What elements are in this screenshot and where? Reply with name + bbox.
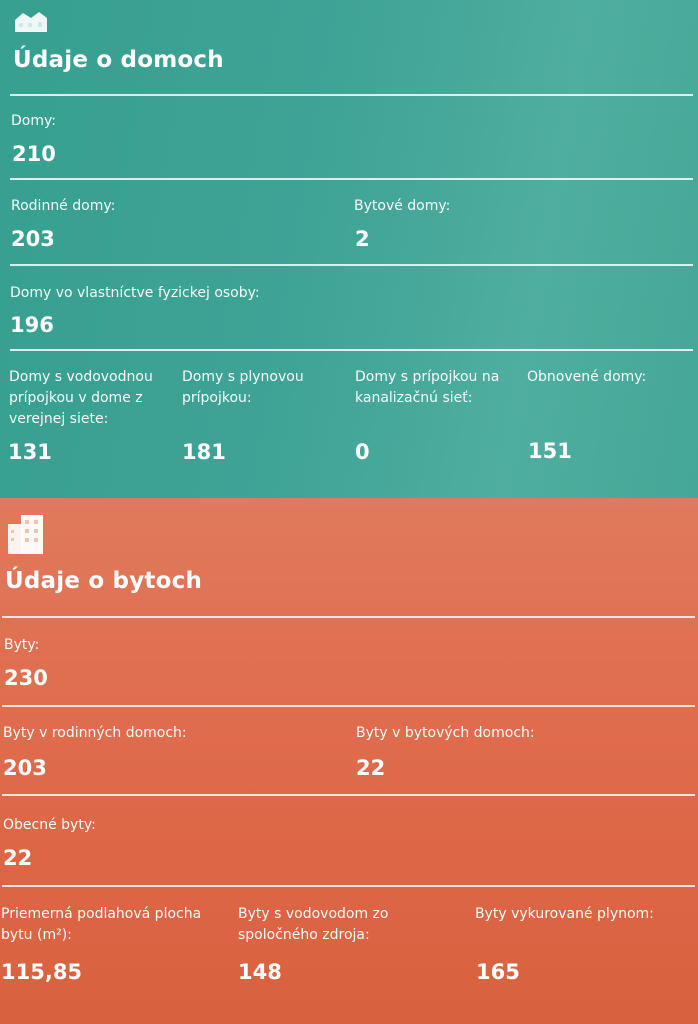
water-connection-value: 131 bbox=[8, 440, 52, 464]
family-houses-label: Rodinné domy: bbox=[11, 198, 116, 214]
flats-apartment-buildings-label: Byty v bytových domoch: bbox=[356, 725, 535, 741]
divider bbox=[10, 178, 693, 180]
water-shared-label: Byty s vodovodom zo spoločného zdroja: bbox=[238, 906, 389, 943]
apartment-building-icon bbox=[8, 515, 43, 554]
gas-heated-label: Byty vykurované plynom: bbox=[475, 906, 654, 922]
sewer-connection-value: 0 bbox=[355, 440, 370, 464]
gas-heated-value: 165 bbox=[476, 960, 520, 984]
renovated-houses-label: Obnovené domy: bbox=[527, 369, 647, 385]
house-icon bbox=[15, 12, 47, 32]
divider bbox=[2, 705, 695, 707]
water-shared-value: 148 bbox=[238, 960, 282, 984]
apartment-buildings-label: Bytové domy: bbox=[354, 198, 451, 214]
family-houses-value: 203 bbox=[11, 227, 55, 251]
flats-section: Údaje o bytoch Byty: 230 Byty v rodinnýc… bbox=[0, 498, 698, 1024]
divider bbox=[2, 794, 695, 796]
municipal-flats-value: 22 bbox=[3, 846, 33, 870]
divider bbox=[10, 349, 693, 351]
gas-connection-label: Domy s plynovou prípojkou: bbox=[182, 369, 304, 406]
houses-total-value: 210 bbox=[12, 142, 56, 166]
apartment-buildings-value: 2 bbox=[355, 227, 370, 251]
divider bbox=[2, 616, 695, 618]
divider bbox=[10, 264, 693, 266]
flats-family-houses-label: Byty v rodinných domoch: bbox=[3, 725, 187, 741]
water-connection-label: Domy s vodovodnou prípojkou v dome z ver… bbox=[9, 369, 153, 427]
private-owned-value: 196 bbox=[10, 313, 54, 337]
avg-floor-area-label: Priemerná podlahová plocha bytu (m²): bbox=[1, 906, 202, 943]
private-owned-label: Domy vo vlastníctve fyzickej osoby: bbox=[10, 285, 260, 301]
houses-section: Údaje o domoch Domy: 210 Rodinné domy: 2… bbox=[0, 0, 698, 498]
flats-total-value: 230 bbox=[4, 666, 48, 690]
renovated-houses-value: 151 bbox=[528, 439, 572, 463]
section-title: Údaje o domoch bbox=[13, 47, 224, 73]
flats-family-houses-value: 203 bbox=[3, 756, 47, 780]
avg-floor-area-value: 115,85 bbox=[1, 960, 83, 984]
sewer-connection-label: Domy s prípojkou na kanalizačnú sieť: bbox=[355, 369, 500, 406]
flats-apartment-buildings-value: 22 bbox=[356, 756, 386, 780]
divider bbox=[2, 885, 695, 887]
flats-total-label: Byty: bbox=[4, 637, 40, 653]
gas-connection-value: 181 bbox=[182, 440, 226, 464]
section-title: Údaje o bytoch bbox=[5, 568, 203, 594]
municipal-flats-label: Obecné byty: bbox=[3, 817, 96, 833]
houses-total-label: Domy: bbox=[11, 113, 56, 129]
divider bbox=[10, 94, 693, 96]
